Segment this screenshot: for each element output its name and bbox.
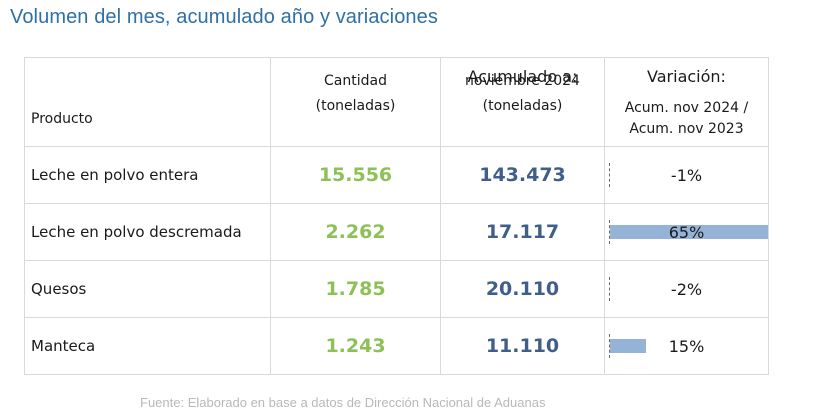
- variacion-axis: [609, 277, 610, 301]
- acumulado-value: 20.110: [440, 260, 605, 318]
- header-cantidad-unit: (toneladas): [315, 98, 396, 114]
- header-producto-label: Producto: [31, 110, 93, 127]
- variacion-cell: 65%: [604, 203, 769, 261]
- header-variacion-title: Variación:: [604, 57, 769, 91]
- header-acumulado: noviembre 2024 (toneladas): [440, 73, 605, 147]
- table-row: Leche en polvo descremada 2.262 17.117 6…: [24, 203, 769, 261]
- product-name: Manteca: [24, 317, 271, 375]
- variacion-axis: [609, 163, 610, 187]
- variacion-cell: -1%: [604, 146, 769, 204]
- header-variacion: Acum. nov 2024 / Acum. nov 2023: [604, 91, 769, 147]
- variacion-axis: [609, 220, 610, 244]
- page-title: Volumen del mes, acumulado año y variaci…: [10, 6, 438, 28]
- header-variacion-line1: Acum. nov 2024 /: [624, 99, 749, 116]
- cantidad-value: 15.556: [270, 146, 441, 204]
- cantidad-value: 2.262: [270, 203, 441, 261]
- variacion-value: 15%: [668, 336, 705, 356]
- header-cantidad-label: Cantidad: [324, 73, 387, 89]
- variacion-bar: [610, 225, 768, 239]
- source-note: Fuente: Elaborado en base a datos de Dir…: [140, 395, 546, 410]
- header-variacion-line2: Acum. nov 2023: [629, 120, 744, 137]
- product-name: Leche en polvo entera: [24, 146, 271, 204]
- volume-table: Acumulado a: Variación: Producto Cantida…: [24, 57, 769, 375]
- header-acumulado-title: Acumulado a:: [440, 57, 605, 91]
- variacion-value: -1%: [670, 165, 703, 185]
- variacion-value: 65%: [668, 222, 705, 242]
- cantidad-value: 1.785: [270, 260, 441, 318]
- header-acumulado-unit: (toneladas): [482, 98, 563, 114]
- variacion-value: -2%: [670, 279, 703, 299]
- cantidad-value: 1.243: [270, 317, 441, 375]
- table-row: Leche en polvo entera 15.556 143.473 -1%: [24, 146, 769, 204]
- product-name: Quesos: [24, 260, 271, 318]
- header-cantidad: Cantidad (toneladas): [270, 73, 441, 147]
- header-producto: Producto: [24, 91, 271, 147]
- variacion-cell: -2%: [604, 260, 769, 318]
- acumulado-value: 143.473: [440, 146, 605, 204]
- acumulado-value: 17.117: [440, 203, 605, 261]
- variacion-cell: 15%: [604, 317, 769, 375]
- acumulado-value: 11.110: [440, 317, 605, 375]
- header-cell-empty: [270, 57, 441, 91]
- header-cell-empty: [24, 57, 271, 91]
- table-row: Manteca 1.243 11.110 15%: [24, 317, 769, 375]
- variacion-axis: [609, 334, 610, 358]
- table-row: Quesos 1.785 20.110 -2%: [24, 260, 769, 318]
- variacion-bar: [610, 339, 646, 353]
- header-row: Producto Cantidad (toneladas) noviembre …: [24, 73, 769, 147]
- header-acumulado-period: noviembre 2024: [465, 73, 580, 89]
- product-name: Leche en polvo descremada: [24, 203, 271, 261]
- header-row: Acumulado a: Variación:: [24, 57, 769, 91]
